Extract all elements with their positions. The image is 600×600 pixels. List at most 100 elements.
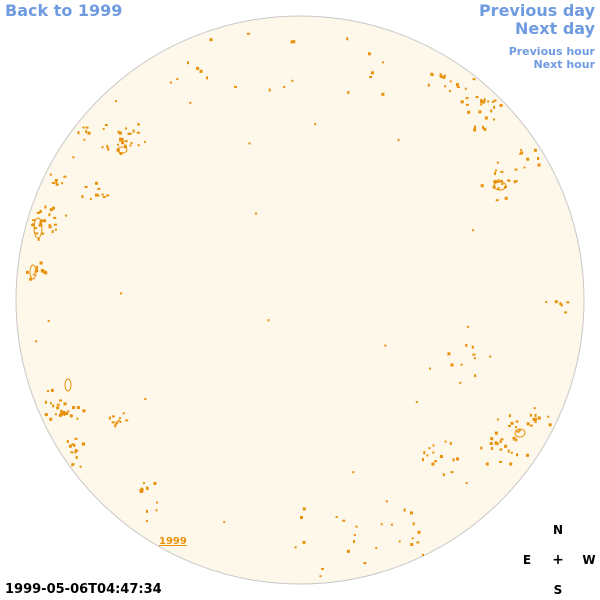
feature-mark: [115, 421, 119, 424]
feature-mark: [494, 441, 498, 445]
feature-mark: [484, 116, 488, 120]
feature-mark: [442, 75, 446, 78]
feature-mark: [54, 228, 57, 231]
feature-mark: [108, 416, 111, 420]
feature-mark: [143, 482, 145, 485]
feature-mark: [548, 423, 552, 427]
feature-mark: [471, 229, 474, 232]
feature-mark: [63, 402, 67, 406]
feature-mark: [121, 142, 124, 145]
feature-mark: [464, 87, 467, 90]
feature-mark: [353, 540, 355, 544]
feature-mark: [518, 429, 521, 432]
feature-mark: [34, 227, 38, 229]
feature-mark: [36, 265, 38, 269]
feature-mark: [82, 126, 85, 129]
feature-mark: [478, 110, 482, 114]
feature-mark: [119, 131, 122, 135]
feature-mark: [495, 199, 499, 202]
feature-mark: [526, 453, 529, 457]
feature-mark: [124, 144, 126, 147]
feature-mark: [107, 147, 110, 151]
feature-mark: [47, 319, 50, 322]
feature-mark: [559, 302, 562, 306]
feature-mark: [490, 437, 494, 441]
feature-mark: [423, 451, 426, 455]
feature-mark: [422, 458, 424, 462]
feature-mark: [474, 125, 476, 129]
feature-mark: [496, 180, 500, 183]
feature-mark: [465, 343, 468, 347]
next-day-link[interactable]: Next day: [515, 19, 595, 38]
feature-mark: [352, 471, 355, 474]
back-to-year-link[interactable]: Back to 1999: [5, 1, 123, 20]
previous-hour-link[interactable]: Previous hour: [508, 45, 595, 58]
feature-mark: [489, 442, 493, 445]
feature-mark: [427, 83, 430, 87]
year-link[interactable]: 1999: [159, 536, 187, 547]
feature-mark: [248, 142, 251, 145]
feature-mark: [466, 325, 469, 328]
feature-mark: [74, 448, 77, 452]
compass-south-label: S: [553, 583, 563, 597]
feature-mark: [51, 230, 54, 234]
feature-mark: [483, 98, 486, 102]
feature-mark: [41, 219, 44, 222]
feature-mark: [495, 169, 497, 172]
magnetic-features: [25, 32, 570, 578]
feature-mark: [89, 197, 92, 200]
feature-mark: [515, 426, 518, 429]
feature-mark: [487, 100, 490, 103]
feature-mark: [76, 449, 79, 452]
feature-mark: [119, 137, 122, 140]
feature-mark: [35, 340, 38, 343]
feature-mark: [456, 86, 460, 89]
feature-mark: [76, 417, 79, 420]
next-hour-link[interactable]: Next hour: [533, 58, 596, 71]
feature-mark: [283, 86, 286, 88]
compass-north-label: N: [552, 523, 564, 537]
feature-mark: [422, 553, 424, 556]
feature-mark: [29, 277, 33, 281]
feature-mark: [234, 85, 237, 88]
feature-mark: [137, 144, 140, 147]
feature-mark: [512, 438, 515, 441]
feature-mark: [370, 71, 374, 75]
feature-mark: [452, 458, 455, 462]
feature-mark: [75, 455, 78, 459]
feature-mark: [516, 430, 520, 433]
feature-mark: [514, 168, 518, 171]
feature-mark: [62, 410, 66, 414]
feature-mark: [428, 447, 431, 450]
feature-mark: [403, 508, 406, 512]
feature-mark: [42, 270, 46, 274]
feature-mark: [523, 166, 526, 169]
feature-mark: [209, 38, 213, 42]
feature-mark: [69, 414, 73, 418]
feature-mark: [442, 473, 445, 477]
feature-mark: [410, 543, 414, 546]
feature-mark: [246, 32, 250, 35]
previous-day-link[interactable]: Previous day: [478, 1, 595, 20]
feature-mark: [81, 195, 84, 199]
feature-mark: [444, 74, 446, 77]
feature-contour: [29, 264, 37, 280]
feature-mark: [439, 75, 442, 77]
feature-mark: [430, 72, 434, 76]
feature-mark: [54, 179, 58, 181]
feature-mark: [385, 500, 388, 503]
feature-mark: [480, 446, 483, 450]
feature-mark: [449, 80, 452, 83]
feature-mark: [496, 442, 499, 446]
feature-mark: [510, 421, 514, 425]
feature-mark: [431, 462, 435, 466]
feature-mark: [504, 444, 508, 448]
feature-mark: [494, 171, 496, 175]
feature-contour: [64, 378, 72, 392]
feature-mark: [380, 523, 383, 526]
feature-mark: [120, 292, 123, 295]
feature-mark: [104, 124, 108, 127]
feature-mark: [397, 139, 400, 142]
feature-mark: [471, 345, 474, 349]
